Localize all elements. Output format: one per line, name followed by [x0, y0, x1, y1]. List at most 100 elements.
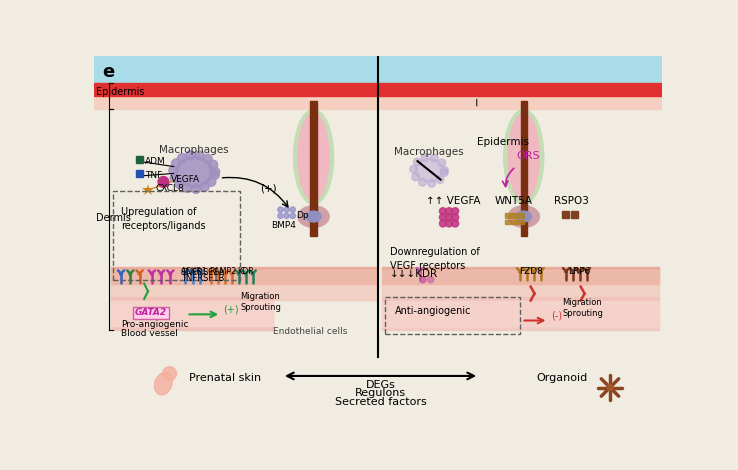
Text: Regulons: Regulons: [355, 387, 406, 398]
Bar: [562, 211, 569, 218]
Circle shape: [420, 277, 426, 283]
Circle shape: [290, 207, 295, 212]
Ellipse shape: [176, 157, 213, 188]
Ellipse shape: [504, 110, 544, 204]
Bar: [94, 96, 663, 109]
Circle shape: [413, 158, 421, 166]
Bar: [111, 301, 273, 326]
Circle shape: [170, 173, 179, 182]
Bar: [311, 101, 317, 236]
Text: ADM: ADM: [145, 157, 165, 166]
Text: RSPO3: RSPO3: [554, 196, 589, 206]
Text: (-): (-): [551, 310, 562, 320]
Circle shape: [277, 213, 283, 219]
Circle shape: [452, 214, 459, 221]
Bar: [111, 270, 376, 300]
Circle shape: [430, 154, 438, 162]
Text: Upregulation of
receptors/ligands: Upregulation of receptors/ligands: [121, 206, 206, 231]
Text: GATA2: GATA2: [135, 308, 167, 317]
Circle shape: [207, 177, 215, 186]
Ellipse shape: [415, 159, 443, 182]
Text: Epidermis: Epidermis: [477, 137, 529, 147]
Circle shape: [436, 176, 444, 183]
Circle shape: [175, 179, 184, 188]
Text: VEGFA: VEGFA: [171, 175, 200, 184]
Bar: [111, 298, 273, 330]
Circle shape: [412, 173, 420, 181]
Circle shape: [439, 208, 446, 215]
Circle shape: [200, 182, 209, 191]
Circle shape: [410, 165, 418, 173]
Text: Migration
Sprouting: Migration Sprouting: [562, 298, 603, 318]
Bar: [505, 213, 510, 218]
Text: TNFRSF1A: TNFRSF1A: [181, 268, 224, 277]
Text: (+): (+): [224, 304, 239, 314]
Ellipse shape: [294, 110, 334, 204]
Bar: [571, 211, 579, 218]
Circle shape: [210, 167, 220, 177]
Ellipse shape: [298, 206, 329, 227]
Circle shape: [441, 166, 448, 174]
Text: Macrophages: Macrophages: [159, 145, 229, 155]
Text: ↑↑ VEGFA: ↑↑ VEGFA: [426, 196, 480, 206]
Text: BMP4: BMP4: [271, 221, 296, 230]
Text: Anti-angiogenic: Anti-angiogenic: [395, 306, 471, 316]
Bar: [382, 270, 659, 300]
Text: (+): (+): [260, 183, 276, 193]
Circle shape: [178, 153, 187, 163]
Circle shape: [452, 220, 459, 227]
Circle shape: [169, 166, 178, 175]
Circle shape: [427, 277, 434, 283]
Circle shape: [439, 220, 446, 227]
Circle shape: [182, 183, 192, 192]
Bar: [382, 266, 659, 283]
Bar: [505, 219, 510, 224]
Circle shape: [208, 160, 218, 169]
Ellipse shape: [306, 211, 321, 222]
Text: Dermis: Dermis: [97, 213, 131, 223]
Circle shape: [186, 150, 196, 160]
Circle shape: [607, 384, 613, 391]
Bar: [382, 301, 659, 326]
Bar: [111, 266, 376, 283]
Circle shape: [284, 213, 289, 219]
Circle shape: [446, 214, 452, 221]
Text: e: e: [102, 63, 114, 80]
Text: ↓↓↓KDR: ↓↓↓KDR: [390, 269, 438, 279]
Ellipse shape: [508, 113, 539, 200]
Text: Organoid: Organoid: [537, 373, 588, 383]
Text: CXCL8: CXCL8: [156, 184, 184, 193]
Circle shape: [428, 180, 435, 187]
Ellipse shape: [508, 206, 539, 227]
Circle shape: [171, 159, 181, 168]
Text: ACKR1: ACKR1: [181, 266, 207, 275]
Circle shape: [438, 159, 446, 167]
Bar: [518, 213, 524, 218]
Text: WNT5A: WNT5A: [494, 196, 533, 206]
Text: KDR: KDR: [238, 266, 254, 275]
Text: Secreted factors: Secreted factors: [334, 397, 427, 407]
Text: Pro-angiogenic: Pro-angiogenic: [121, 321, 188, 329]
Circle shape: [446, 208, 452, 215]
Text: LRP6: LRP6: [568, 267, 590, 276]
Text: Epidermis: Epidermis: [97, 87, 145, 97]
Circle shape: [203, 154, 213, 164]
Circle shape: [290, 213, 295, 219]
Ellipse shape: [154, 372, 172, 395]
Text: RAMP2: RAMP2: [210, 266, 237, 275]
Bar: [382, 298, 659, 330]
Circle shape: [277, 207, 283, 212]
Text: Prenatal skin: Prenatal skin: [189, 373, 261, 383]
Text: Endothelial cells: Endothelial cells: [272, 327, 347, 336]
Bar: [521, 101, 527, 236]
Circle shape: [210, 170, 219, 180]
Bar: [137, 170, 142, 177]
Ellipse shape: [298, 113, 329, 200]
Text: Macrophages: Macrophages: [394, 147, 464, 157]
Circle shape: [446, 220, 452, 227]
Circle shape: [452, 208, 459, 215]
Text: TNFRSF1B: TNFRSF1B: [181, 274, 224, 283]
Text: ORS: ORS: [516, 151, 539, 161]
Bar: [511, 219, 517, 224]
FancyBboxPatch shape: [134, 306, 169, 319]
